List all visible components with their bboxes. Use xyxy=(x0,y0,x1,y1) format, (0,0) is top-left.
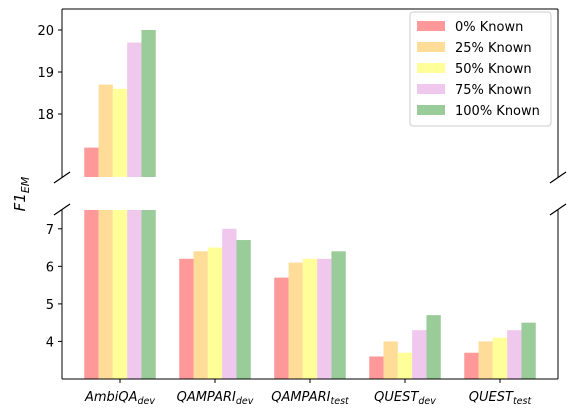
bar xyxy=(179,258,194,379)
axis-break-marks xyxy=(53,171,567,216)
legend-frame xyxy=(409,11,552,127)
bar xyxy=(98,210,113,379)
x-tick-label: AmbiQAdev xyxy=(84,390,155,407)
legend: 0% Known 25% Known 50% Known 75% Known 100% … xyxy=(409,11,552,127)
bar xyxy=(274,277,289,379)
y-tick-label: 6 xyxy=(46,260,54,275)
bar xyxy=(84,210,99,379)
bar xyxy=(112,88,128,177)
y-tick-label: 19 xyxy=(37,66,54,81)
bar xyxy=(193,251,208,379)
upper-panel-bars xyxy=(84,30,156,177)
legend-swatch xyxy=(417,84,445,94)
lower-panel-bars xyxy=(84,210,536,379)
legend-label: 50% Known xyxy=(455,62,532,77)
bar xyxy=(464,352,479,379)
legend-swatch xyxy=(417,42,445,52)
axis-break-gap xyxy=(62,177,560,210)
legend-label: 75% Known xyxy=(455,83,532,98)
bar xyxy=(426,315,441,379)
bar xyxy=(412,330,427,379)
x-tick-label: QAMPARIdev xyxy=(177,390,254,407)
legend-label: 0% Known xyxy=(455,20,523,35)
bar xyxy=(331,251,346,379)
y-tick-label: 5 xyxy=(46,298,54,313)
bar xyxy=(521,322,536,379)
bar xyxy=(478,341,493,379)
upper-panel-frame xyxy=(61,8,559,177)
bar xyxy=(127,210,142,379)
legend-label: 25% Known xyxy=(455,41,532,56)
bar xyxy=(492,337,508,379)
y-axis-label: F1EM xyxy=(11,176,32,211)
y-tick-label: 20 xyxy=(37,24,54,39)
y-tick-label: 18 xyxy=(37,108,54,123)
bar xyxy=(222,228,237,379)
y-axis-ticks: 18 19 20 4 5 6 7 xyxy=(37,24,62,350)
legend-label: 100% Known xyxy=(455,104,540,119)
bar xyxy=(98,84,113,177)
bar xyxy=(317,258,332,379)
y-tick-label: 7 xyxy=(46,223,54,238)
x-tick-label: QUESTdev xyxy=(374,390,436,407)
bar xyxy=(236,240,251,379)
x-axis-ticks: AmbiQAdev QAMPARIdev QAMPARItest QUESTdev QU… xyxy=(84,379,532,407)
bar xyxy=(397,352,413,379)
legend-swatch xyxy=(417,105,445,115)
bar xyxy=(141,210,156,379)
bar xyxy=(369,356,384,379)
legend-swatch xyxy=(417,63,445,73)
bar xyxy=(507,330,522,379)
bar xyxy=(112,210,128,379)
bar xyxy=(207,247,223,379)
bar xyxy=(127,42,142,177)
bar xyxy=(141,30,156,177)
legend-swatch xyxy=(417,21,445,31)
x-tick-label: QUESTtest xyxy=(469,390,533,407)
bar xyxy=(288,262,303,379)
bar xyxy=(84,147,99,177)
bar xyxy=(383,341,398,379)
x-tick-label: QAMPARItest xyxy=(271,390,350,407)
y-tick-label: 4 xyxy=(46,335,54,350)
bar xyxy=(302,258,318,379)
